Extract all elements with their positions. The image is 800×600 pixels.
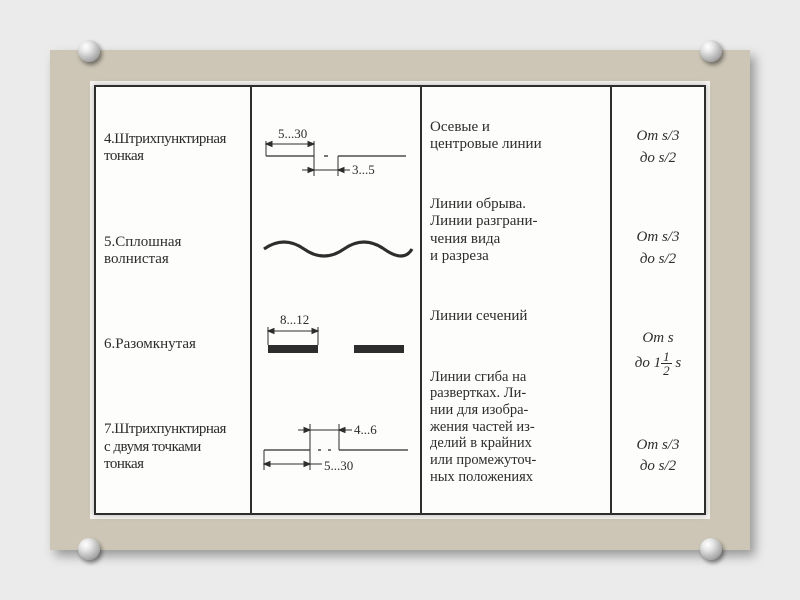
text: до s/2 (640, 150, 676, 166)
col-name: 4.Штрихпунктирная тонкая 5.Сплошная волн… (96, 87, 252, 513)
text: центровые линии (430, 136, 542, 152)
text: тонкая (104, 456, 144, 472)
text: жения частей из- (430, 419, 535, 435)
text: Линии сгиба на (430, 369, 526, 385)
diagram-dash-dot: 5...30 3...5 (256, 118, 416, 188)
row-name: 7.Штрихпунктирная с двумя точками тонкая (104, 421, 242, 473)
row-thickness: От s до 112 s (635, 328, 681, 377)
diagram-wavy (256, 229, 416, 263)
text: Линии обрыва. (430, 196, 526, 212)
text: до 1 (635, 355, 661, 371)
text: и разреза (430, 248, 489, 264)
col-thickness: От s/3 до s/2 От s/3 до s/2 От s до 112 … (612, 87, 704, 513)
text: 5.Сплошная (104, 234, 181, 250)
text: От s/3 (637, 229, 680, 245)
text: с двумя точками (104, 439, 201, 455)
dim-label: 8...12 (280, 312, 309, 327)
pushpin-icon (78, 40, 100, 62)
text: развертках. Ли- (430, 385, 526, 401)
row-thickness: От s/3 до s/2 (637, 126, 680, 170)
text: Линии разграни- (430, 213, 537, 229)
row-name: 6.Разомкнутая (104, 336, 242, 353)
cork-board: 4.Штрихпунктирная тонкая 5.Сплошная волн… (50, 50, 750, 550)
dim-label: 4...6 (354, 422, 377, 437)
row-usage: Линии обрыва. Линии разграни- чения вида… (430, 196, 602, 265)
col-usage: Осевые и центровые линии Линии обрыва. Л… (422, 87, 612, 513)
diagram-dash-2dot: 4...6 5...30 (256, 408, 416, 486)
text: тонкая (104, 148, 144, 164)
row-name: 5.Сплошная волнистая (104, 234, 242, 269)
row-usage: Осевые и центровые линии (430, 119, 602, 154)
text: От s (642, 330, 673, 346)
fraction-den: 2 (661, 364, 672, 377)
text: От s/3 (637, 128, 680, 144)
table-page: 4.Штрихпунктирная тонкая 5.Сплошная волн… (94, 85, 706, 515)
col-appearance: 5...30 3...5 (252, 87, 422, 513)
text: или промежуточ- (430, 452, 536, 468)
text: 6.Разомкнутая (104, 336, 196, 352)
text: Линии сечений (430, 308, 527, 324)
text: 4.Штрихпунктирная (104, 131, 226, 147)
text: до s/2 (640, 458, 676, 474)
text: волнистая (104, 251, 169, 267)
pushpin-icon (78, 538, 100, 560)
fraction-num: 1 (661, 350, 672, 364)
row-usage: Линии сгиба на развертках. Ли- нии для и… (430, 369, 602, 486)
row-thickness: От s/3 до s/2 (637, 227, 680, 271)
text: s (672, 355, 682, 371)
text: до s/2 (640, 251, 676, 267)
pushpin-icon (700, 538, 722, 560)
text: делий в крайних (430, 435, 532, 451)
text: чения вида (430, 231, 500, 247)
text: От s/3 (637, 437, 680, 453)
text: нии для изобра- (430, 402, 528, 418)
text: Осевые и (430, 119, 490, 135)
dim-label: 3...5 (352, 162, 375, 177)
dim-label: 5...30 (278, 126, 307, 141)
text: ных положениях (430, 469, 533, 485)
diagram-open: 8...12 (256, 305, 416, 367)
dim-label: 5...30 (324, 458, 353, 473)
row-usage: Линии сечений (430, 308, 602, 325)
row-name: 4.Штрихпунктирная тонкая (104, 131, 242, 166)
row-thickness: От s/3 до s/2 (637, 435, 680, 479)
pushpin-icon (700, 40, 722, 62)
text: 7.Штрихпунктирная (104, 421, 226, 437)
